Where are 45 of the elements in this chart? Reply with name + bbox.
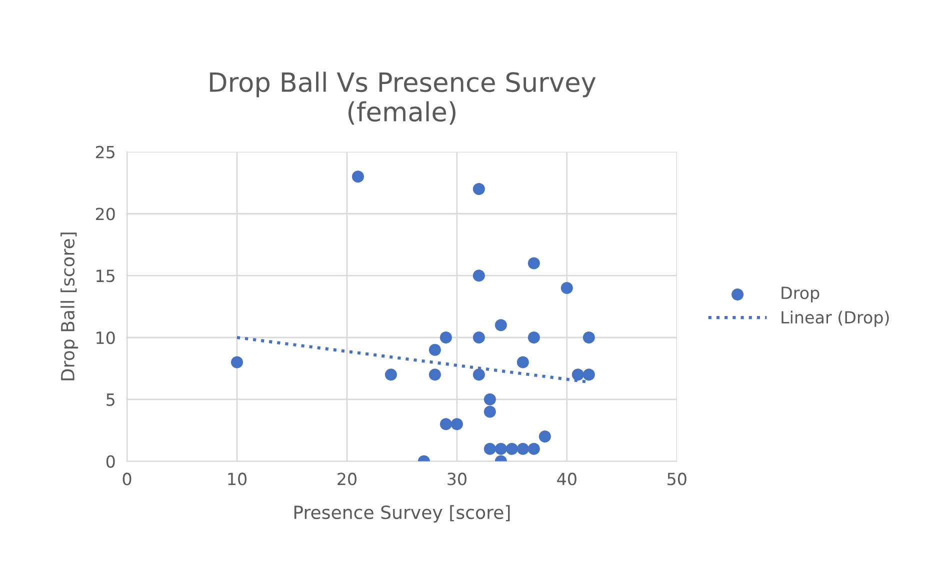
y-tick-label: 25 [96,146,114,158]
point [494,319,507,332]
point [582,368,595,381]
point [494,442,507,455]
y-tick-label: 10 [96,331,115,344]
point [506,442,518,455]
x-tick-label: 40 [557,472,576,486]
point [560,282,573,294]
point [538,430,551,443]
point [528,442,540,455]
point [352,170,364,183]
point [472,270,485,282]
legend-label: Drop [782,286,820,302]
point [440,418,452,430]
point [572,368,584,381]
point [472,368,485,381]
point [582,331,595,344]
x-tick-label: 0 [122,472,132,486]
point [484,442,496,455]
y-tick-label: 15 [96,270,114,282]
point [516,356,529,368]
point [440,331,452,344]
x-axis-title: Presence Survey [score] [294,505,510,523]
legend-label: Linear (Drop) [782,310,889,327]
x-tick-label: 10 [228,472,246,486]
point [230,356,244,368]
point [516,442,529,455]
point [450,418,463,430]
point [428,368,441,381]
x-tick-label: 20 [338,472,356,486]
point [384,368,397,381]
chart-title: Drop Ball Vs Presence Survey (female) [210,72,596,125]
point [428,344,441,356]
y-tick-label: 5 [106,394,114,406]
point [472,331,485,344]
x-tick-label: 30 [448,472,466,486]
x-tick-label: 50 [668,472,686,486]
point [484,393,496,406]
point [528,257,540,270]
y-tick-label: 20 [96,208,115,220]
y-axis-title: Drop Ball [score] [60,232,78,380]
point [528,331,540,344]
point [484,406,496,418]
point [472,182,485,195]
y-tick-label: 0 [106,455,115,468]
